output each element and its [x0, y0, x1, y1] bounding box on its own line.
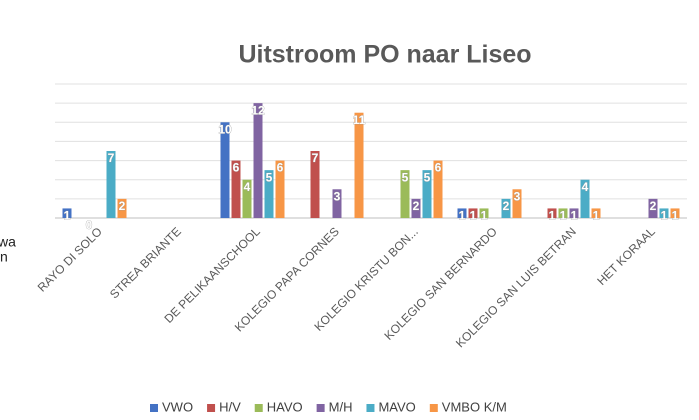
data-label: 1: [549, 209, 556, 223]
data-label: 6: [233, 161, 240, 175]
data-label: 1: [593, 209, 600, 223]
data-label: 2: [650, 199, 657, 213]
data-label: 2: [413, 199, 420, 213]
data-label: 1: [459, 209, 466, 223]
bar: [231, 160, 241, 218]
bar: [501, 198, 511, 218]
bar: [569, 208, 579, 218]
legend-label: HAVO: [267, 399, 303, 414]
legend-label: VWO: [162, 399, 193, 414]
legend-swatch: [316, 404, 325, 412]
data-label: 5: [402, 170, 409, 184]
bar: [310, 151, 320, 218]
bar: [580, 179, 590, 218]
data-label: 1: [64, 209, 71, 223]
data-label: 5: [424, 170, 431, 184]
bar: [659, 208, 669, 218]
legend-label: MAVO: [378, 399, 415, 414]
bar: [591, 208, 601, 218]
bar: [457, 208, 467, 218]
data-label: 10: [218, 122, 232, 136]
data-label: 6: [435, 161, 442, 175]
background-text: n: [0, 249, 8, 265]
data-label: 7: [312, 151, 319, 165]
data-label: 1: [481, 209, 488, 223]
legend-swatch: [207, 404, 216, 412]
bar: [648, 198, 658, 218]
bar: [670, 208, 680, 218]
legend-swatch: [429, 404, 438, 412]
data-label: 6: [277, 161, 284, 175]
data-label: 4: [244, 180, 251, 194]
bar: [468, 208, 478, 218]
bar: [242, 179, 252, 218]
data-label: 2: [503, 199, 510, 213]
x-tick-label: STREA BRIANTE: [107, 224, 184, 301]
bar: [400, 170, 410, 218]
data-label: 3: [334, 189, 341, 203]
bar: [106, 151, 116, 218]
bar: [512, 189, 522, 218]
data-label: 1: [560, 209, 567, 223]
legend-label: H/V: [219, 399, 241, 414]
data-label: 4: [582, 180, 589, 194]
bar: [332, 189, 342, 218]
bar: [264, 170, 274, 218]
data-label: 11: [353, 113, 366, 127]
bar: [479, 208, 489, 218]
data-label: 1: [571, 209, 578, 223]
bar: [220, 122, 230, 218]
bar: [62, 208, 72, 218]
bar: [422, 170, 432, 218]
legend-swatch: [366, 404, 375, 412]
bar: [558, 208, 568, 218]
chart-title: Uitstroom PO naar Liseo: [238, 41, 531, 69]
data-label: 1: [672, 209, 679, 223]
data-label: 1: [661, 209, 668, 223]
bar: [547, 208, 557, 218]
data-label: 1: [470, 209, 477, 223]
data-label: 0: [86, 218, 93, 232]
bar: [354, 112, 364, 218]
bar: [433, 160, 443, 218]
x-tick-label: HET KORAAL: [594, 224, 658, 288]
legend-label: M/H: [329, 399, 353, 414]
data-label: 7: [108, 151, 115, 165]
legend-swatch: [254, 404, 263, 412]
data-label: 12: [251, 103, 265, 117]
bar: [117, 198, 127, 218]
background-text: wa: [0, 234, 16, 250]
data-label: 5: [266, 170, 273, 184]
legend-swatch: [150, 404, 158, 412]
bar: [253, 103, 263, 218]
data-label: 3: [514, 189, 521, 203]
x-tick-label: RAYO DI SOLO: [35, 224, 105, 294]
bar: [411, 198, 421, 218]
legend-label: VMBO K/M: [442, 399, 507, 414]
data-label: 2: [119, 199, 126, 213]
bar: [275, 160, 285, 218]
